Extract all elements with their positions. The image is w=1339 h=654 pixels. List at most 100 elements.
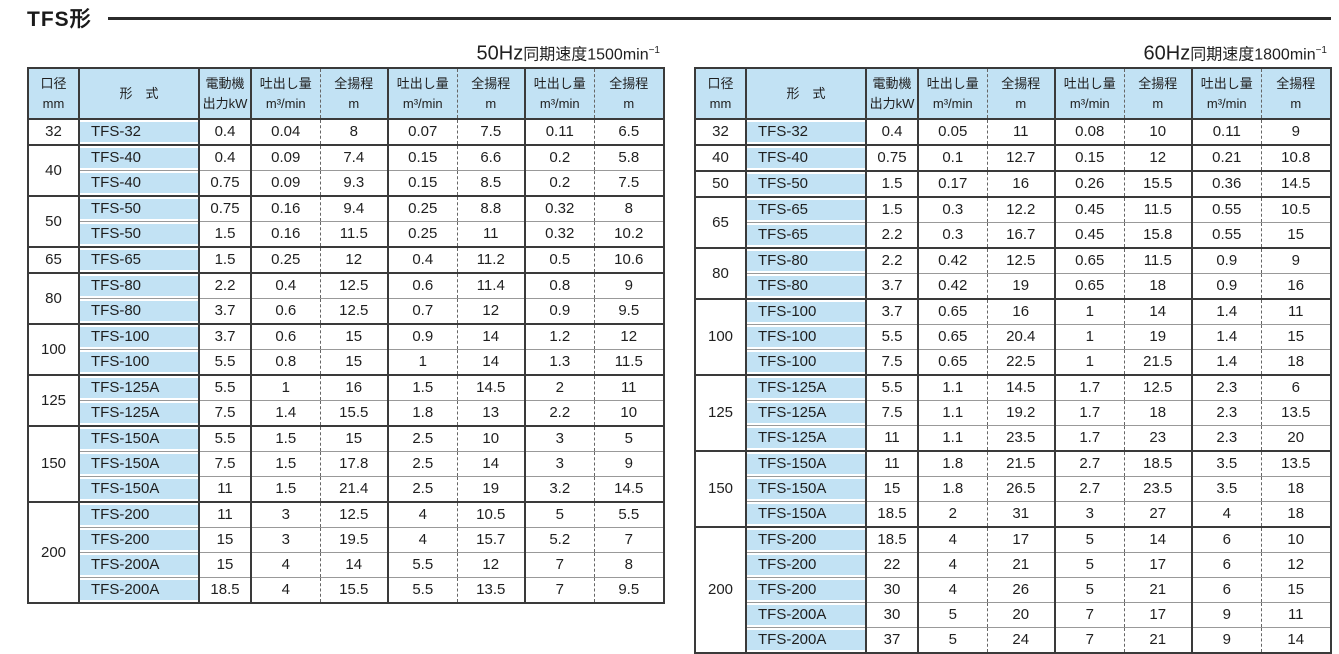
head-cell-3: 18	[1260, 501, 1331, 527]
subtitle-exponent: −1	[1315, 45, 1327, 56]
head-cell-1: 15.5	[319, 400, 388, 426]
bore-cell: 65	[695, 196, 746, 248]
discharge-cell-1: 1.8	[917, 476, 987, 502]
col-header-discharge-2: 吐出し量 m³/min	[1054, 68, 1124, 120]
discharge-cell-3: 0.32	[524, 221, 594, 247]
model-cell: TFS-80	[745, 273, 866, 299]
discharge-cell-3: 6	[1191, 526, 1261, 553]
discharge-cell-3: 1.3	[524, 349, 594, 375]
motor-output-cell: 18.5	[198, 577, 251, 603]
head-cell-2: 14	[456, 451, 525, 477]
model-cell: TFS-200A	[745, 602, 866, 628]
motor-output-cell: 18.5	[865, 501, 918, 527]
discharge-cell-2: 0.25	[387, 195, 457, 222]
head-cell-3: 9	[593, 272, 664, 299]
head-cell-2: 12	[456, 298, 525, 324]
discharge-cell-3: 1.4	[1191, 349, 1261, 375]
motor-output-cell: 3.7	[865, 273, 918, 299]
discharge-cell-3: 5.2	[524, 527, 594, 553]
head-cell-1: 11.5	[319, 221, 388, 247]
table-row: 100 TFS-100 3.7 0.65 16 1 14 1.4 11	[695, 298, 1331, 375]
head-cell-3: 6.5	[593, 118, 664, 145]
head-cell-1: 19.5	[319, 527, 388, 553]
discharge-cell-1: 0.04	[250, 118, 320, 145]
discharge-cell-3: 0.55	[1191, 222, 1261, 248]
model-cell: TFS-80	[745, 247, 866, 274]
head-cell-1: 14.5	[986, 374, 1055, 401]
col-header-head-1: 全揚程 m	[319, 68, 388, 120]
table-row: 125 TFS-125A 5.5 1 16 1.5 14.5 2 11	[28, 374, 664, 426]
head-cell-3: 11	[593, 374, 664, 401]
table-row: TFS-125A 11 1.1 23.5 1.7 23 2.3 20	[695, 425, 1331, 451]
head-cell-2: 15.7	[456, 527, 525, 553]
col-header-motor: 電動機 出力kW	[198, 68, 251, 120]
discharge-cell-2: 2.5	[387, 425, 457, 452]
table-row: TFS-200 30 4 26 5 21 6 15	[695, 577, 1331, 603]
discharge-cell-3: 1.2	[524, 323, 594, 350]
table-row: TFS-200A 18.5 4 15.5 5.5 13.5 7 9.5	[28, 577, 664, 603]
title-rule	[107, 16, 1331, 20]
table-row: TFS-100 7.5 0.65 22.5 1 21.5 1.4 18	[695, 349, 1331, 375]
discharge-cell-2: 5	[1054, 577, 1124, 603]
discharge-cell-1: 4	[917, 526, 987, 553]
head-cell-1: 21	[986, 552, 1055, 578]
subtitle-speed: 1500min	[587, 46, 649, 64]
discharge-cell-3: 3.5	[1191, 476, 1261, 502]
motor-output-cell: 3.7	[865, 298, 918, 325]
discharge-cell-1: 3	[250, 501, 320, 528]
subtitle-frequency: 50Hz	[476, 42, 524, 65]
table-row: TFS-150A 15 1.8 26.5 2.7 23.5 3.5 18	[695, 476, 1331, 502]
head-cell-2: 12.5	[1123, 374, 1192, 401]
discharge-cell-3: 0.32	[524, 195, 594, 222]
discharge-cell-2: 1	[387, 349, 457, 375]
head-cell-3: 7.5	[593, 170, 664, 196]
discharge-cell-3: 0.8	[524, 272, 594, 299]
header-row: 口径 mm 形 式 電動機 出力kW 吐出し量 m³/min 全揚程 m 吐出し量 m³/…	[28, 68, 664, 120]
model-cell: TFS-125A	[745, 374, 866, 401]
head-cell-2: 17	[1123, 552, 1192, 578]
discharge-cell-1: 0.16	[250, 195, 320, 222]
model-cell: TFS-100	[745, 324, 866, 350]
model-cell: TFS-200A	[78, 577, 199, 603]
discharge-cell-1: 5	[917, 602, 987, 628]
table-row: TFS-40 0.75 0.09 9.3 0.15 8.5 0.2 7.5	[28, 170, 664, 196]
discharge-cell-2: 5	[1054, 552, 1124, 578]
discharge-cell-1: 1.5	[250, 476, 320, 502]
bore-cell: 40	[28, 144, 79, 196]
tables-row: 50Hz同期速度1500min−1 口径 mm 形 式 電動機 出力kW 吐出し量 m…	[27, 35, 1333, 654]
head-cell-3: 10	[1260, 526, 1331, 553]
head-cell-3: 10.6	[593, 246, 664, 273]
head-cell-2: 23.5	[1123, 476, 1192, 502]
motor-output-cell: 7.5	[865, 400, 918, 426]
head-cell-1: 20	[986, 602, 1055, 628]
discharge-cell-1: 1.1	[917, 400, 987, 426]
subtitle-exponent: −1	[648, 45, 660, 56]
head-cell-2: 15.5	[1123, 170, 1192, 197]
discharge-cell-3: 0.21	[1191, 144, 1261, 171]
title-row: TFS形	[27, 5, 1333, 31]
head-cell-1: 20.4	[986, 324, 1055, 350]
discharge-cell-2: 0.08	[1054, 118, 1124, 145]
discharge-cell-3: 1.4	[1191, 298, 1261, 325]
model-cell: TFS-50	[745, 170, 866, 197]
head-cell-2: 13.5	[456, 577, 525, 603]
bore-cell: 50	[695, 170, 746, 197]
head-cell-2: 19	[456, 476, 525, 502]
head-cell-1: 11	[986, 118, 1055, 145]
subtitle-50hz: 50Hz同期速度1500min−1	[27, 35, 663, 67]
head-cell-2: 14	[1123, 526, 1192, 553]
head-cell-1: 19	[986, 273, 1055, 299]
model-cell: TFS-100	[745, 349, 866, 375]
discharge-cell-1: 0.25	[250, 246, 320, 273]
table-row: TFS-200A 30 5 20 7 17 9 11	[695, 602, 1331, 628]
head-cell-3: 9	[1260, 247, 1331, 274]
discharge-cell-2: 3	[1054, 501, 1124, 527]
motor-output-cell: 11	[865, 425, 918, 451]
head-cell-3: 8	[593, 195, 664, 222]
discharge-cell-1: 0.6	[250, 298, 320, 324]
model-cell: TFS-200	[78, 527, 199, 553]
discharge-cell-1: 0.4	[250, 272, 320, 299]
discharge-cell-2: 5.5	[387, 552, 457, 578]
head-cell-2: 12	[1123, 144, 1192, 171]
discharge-cell-2: 5	[1054, 526, 1124, 553]
